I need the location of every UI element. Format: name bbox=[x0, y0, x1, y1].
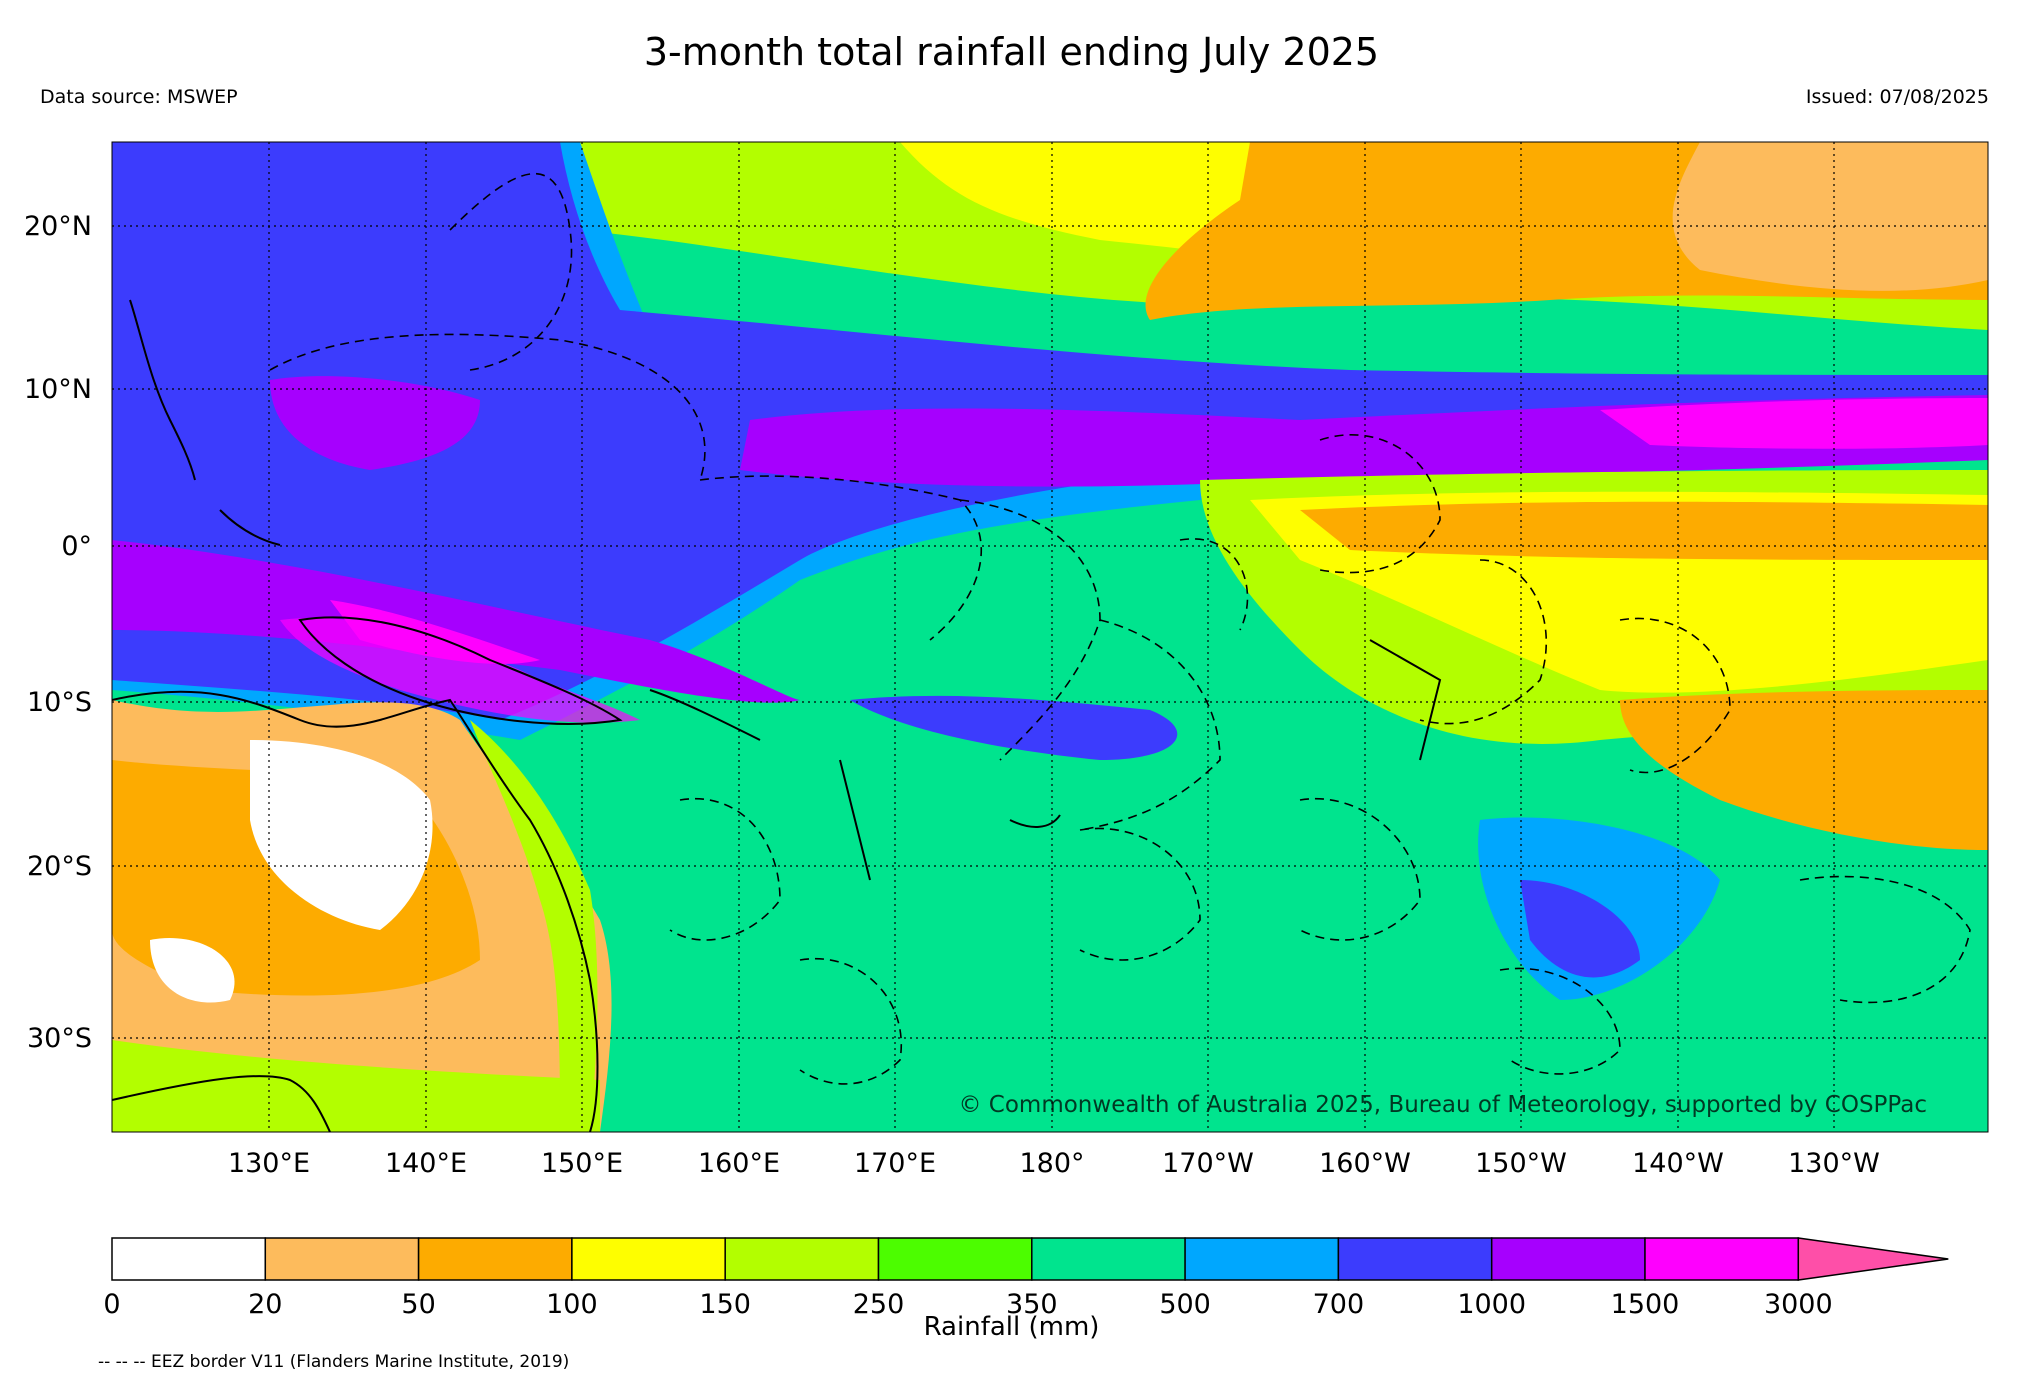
lon-label: 140°W bbox=[1632, 1148, 1724, 1179]
colorbar-label: Rainfall (mm) bbox=[923, 1312, 1100, 1342]
lon-label: 160°E bbox=[698, 1148, 780, 1179]
lon-label: 160°W bbox=[1319, 1148, 1411, 1179]
colorbar-tick-label: 500 bbox=[1159, 1289, 1211, 1320]
lat-label: 10°S bbox=[27, 687, 92, 718]
colorbar-segment bbox=[264, 1237, 420, 1281]
lon-label: 180° bbox=[1019, 1148, 1084, 1179]
colorbar-segment bbox=[1490, 1237, 1646, 1281]
lat-label: 0° bbox=[61, 531, 92, 562]
colorbar-segment bbox=[1644, 1237, 1800, 1281]
colorbar-tick-label: 100 bbox=[546, 1289, 598, 1320]
colorbar-tick-label: 1500 bbox=[1611, 1289, 1680, 1320]
map-frame bbox=[111, 141, 1989, 1133]
colorbar-tick-label: 700 bbox=[1313, 1289, 1365, 1320]
lon-label: 150°W bbox=[1475, 1148, 1567, 1179]
colorbar-tick-label: 150 bbox=[699, 1289, 751, 1320]
colorbar-tick-label: 350 bbox=[1006, 1289, 1058, 1320]
lon-label: 130°E bbox=[228, 1148, 310, 1179]
map-title: 3-month total rainfall ending July 2025 bbox=[643, 30, 1380, 74]
colorbar: 0 20 50 100 150 250 350 500 700 1000 1500 3000 bbox=[103, 1237, 1949, 1320]
coastlines bbox=[112, 299, 1442, 1132]
colorbar-tick-label: 3000 bbox=[1764, 1289, 1833, 1320]
colorbar-segment bbox=[1337, 1237, 1493, 1281]
colorbar-segment bbox=[417, 1237, 573, 1281]
lat-label: 20°N bbox=[24, 211, 92, 242]
colorbar-tick-label: 250 bbox=[853, 1289, 905, 1320]
issued-date-label: Issued: 07/08/2025 bbox=[1805, 86, 1989, 108]
lon-label: 170°E bbox=[854, 1148, 936, 1179]
longitude-labels: 130°E 140°E 150°E 160°E 170°E 180° 170°W… bbox=[228, 1148, 1880, 1179]
lon-label: 170°W bbox=[1162, 1148, 1254, 1179]
lat-label: 10°N bbox=[24, 374, 92, 405]
colorbar-extend-arrow bbox=[1797, 1237, 1949, 1281]
colorbar-tick-label: 50 bbox=[401, 1289, 435, 1320]
colorbar-segment bbox=[1184, 1237, 1340, 1281]
colorbar-segment bbox=[877, 1237, 1033, 1281]
eez-borders bbox=[269, 172, 1971, 1085]
lon-label: 150°E bbox=[541, 1148, 623, 1179]
colorbar-tick-label: 0 bbox=[103, 1289, 120, 1320]
colorbar-segment bbox=[724, 1237, 880, 1281]
colorbar-segment bbox=[571, 1237, 726, 1281]
lat-label: 20°S bbox=[27, 851, 92, 882]
copyright-notice: © Commonwealth of Australia 2025, Bureau… bbox=[958, 1092, 1927, 1118]
graticule bbox=[112, 142, 1988, 1132]
colorbar-tick-label: 1000 bbox=[1457, 1289, 1526, 1320]
eez-footnote: -- -- -- EEZ border V11 (Flanders Marine… bbox=[98, 1352, 570, 1372]
lon-label: 140°E bbox=[385, 1148, 467, 1179]
colorbar-segment bbox=[111, 1237, 267, 1281]
rainfall-field bbox=[112, 142, 1988, 1132]
lat-label: 30°S bbox=[27, 1023, 92, 1054]
lon-label: 130°W bbox=[1788, 1148, 1880, 1179]
latitude-labels: 20°N 10°N 0° 10°S 20°S 30°S bbox=[24, 211, 92, 1054]
colorbar-tick-label: 20 bbox=[248, 1289, 282, 1320]
data-source-label: Data source: MSWEP bbox=[40, 86, 238, 108]
colorbar-segment bbox=[1031, 1237, 1186, 1281]
